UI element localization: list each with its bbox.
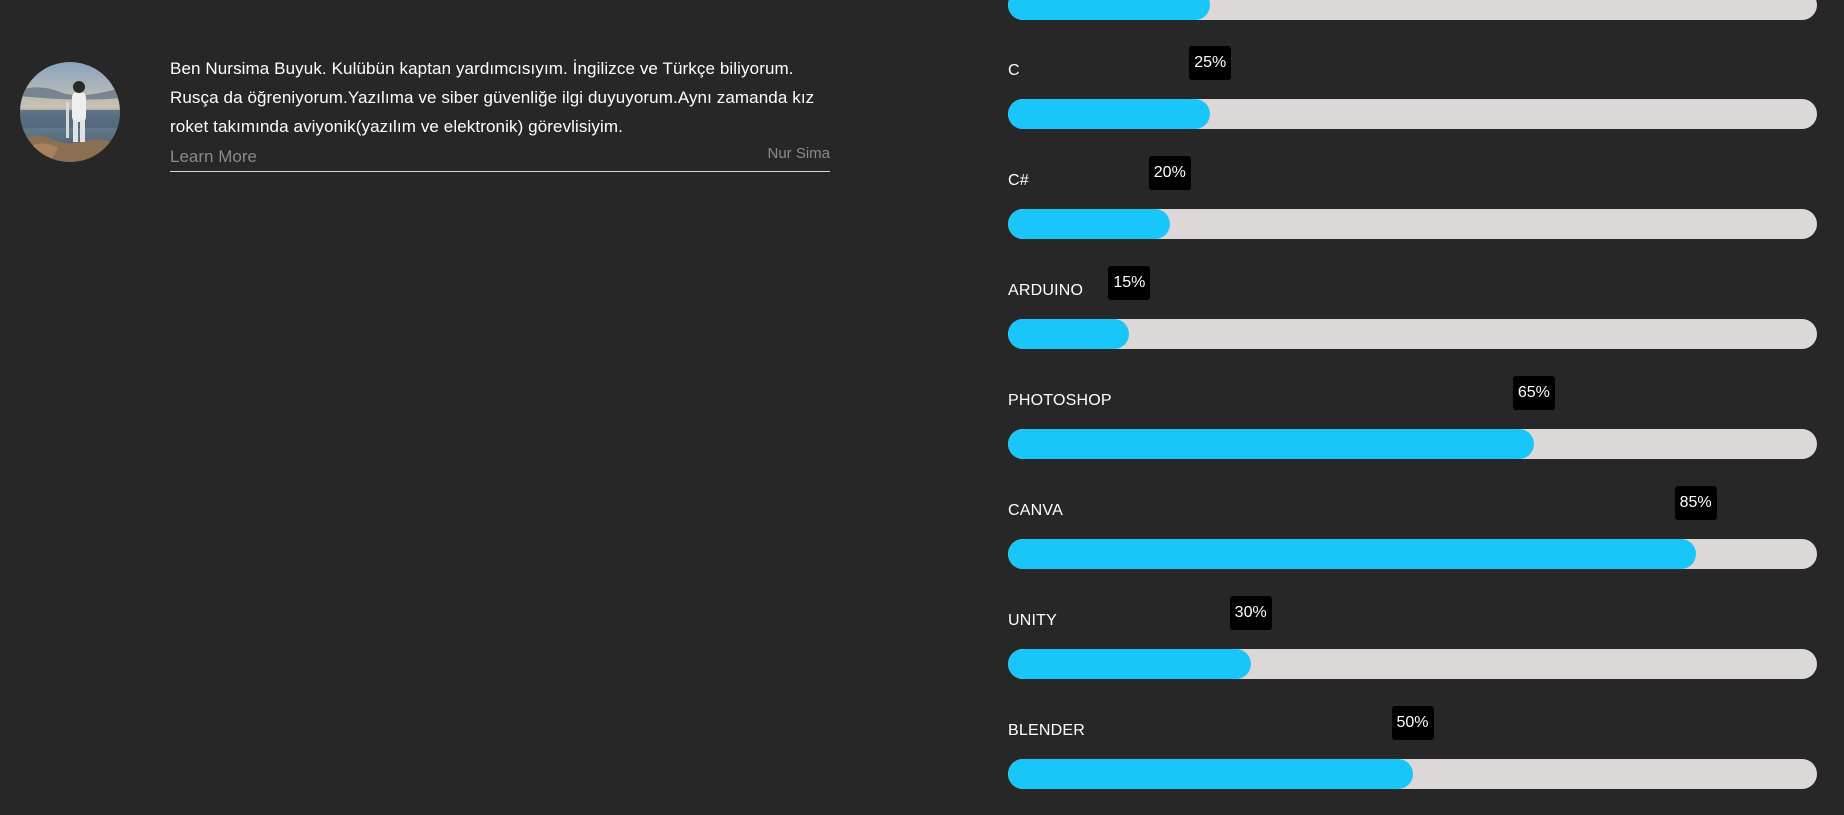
skill-track xyxy=(1008,0,1817,20)
learn-more-link[interactable]: Learn More xyxy=(170,147,257,166)
avatar-photo xyxy=(20,62,120,162)
skill-fill xyxy=(1008,429,1534,459)
skill-track xyxy=(1008,759,1817,789)
skill-name: UNITY xyxy=(1008,612,1057,629)
skill-track xyxy=(1008,99,1817,129)
skill-item: BLENDER 50% xyxy=(1008,706,1817,789)
avatar xyxy=(20,62,120,162)
skill-track xyxy=(1008,539,1817,569)
skill-item: PHOTOSHOP 65% xyxy=(1008,376,1817,459)
skill-name: BLENDER xyxy=(1008,722,1085,739)
bio-text: Ben Nursima Buyuk. Kulübün kaptan yardım… xyxy=(170,59,815,136)
bio-footer: Learn More Nur Sima xyxy=(170,143,830,172)
skill-track xyxy=(1008,319,1817,349)
skill-item: C# 20% xyxy=(1008,156,1817,239)
skill-fill xyxy=(1008,539,1696,569)
skill-percent-badge: 65% xyxy=(1512,376,1555,410)
skill-fill xyxy=(1008,99,1211,129)
skill-name: PHOTOSHOP xyxy=(1008,392,1112,409)
skill-track xyxy=(1008,429,1817,459)
skill-fill xyxy=(1008,209,1170,239)
skill-percent-badge: 50% xyxy=(1391,706,1434,740)
skill-name: ARDUINO xyxy=(1008,282,1084,299)
skill-name: C# xyxy=(1008,172,1029,189)
skill-percent-badge: 15% xyxy=(1108,266,1151,300)
skill-name: C xyxy=(1008,62,1020,79)
skill-track xyxy=(1008,209,1817,239)
skill-percent-badge: 25% xyxy=(1189,46,1232,80)
skill-fill xyxy=(1008,759,1413,789)
bio-block: Ben Nursima Buyuk. Kulübün kaptan yardım… xyxy=(170,54,830,172)
skill-item: UNITY 30% xyxy=(1008,596,1817,679)
skill-name: CANVA xyxy=(1008,502,1063,519)
skill-item: ARDUINO 15% xyxy=(1008,266,1817,349)
skill-track xyxy=(1008,649,1817,679)
skill-item: CANVA 85% xyxy=(1008,486,1817,569)
skill-item xyxy=(1008,0,1817,20)
skill-fill xyxy=(1008,0,1211,20)
skill-item: C 25% xyxy=(1008,46,1817,129)
skill-fill xyxy=(1008,319,1130,349)
skill-percent-badge: 85% xyxy=(1674,486,1717,520)
skill-percent-badge: 20% xyxy=(1148,156,1191,190)
skill-fill xyxy=(1008,649,1251,679)
author-name: Nur Sima xyxy=(767,145,830,162)
skill-percent-badge: 30% xyxy=(1229,596,1272,630)
